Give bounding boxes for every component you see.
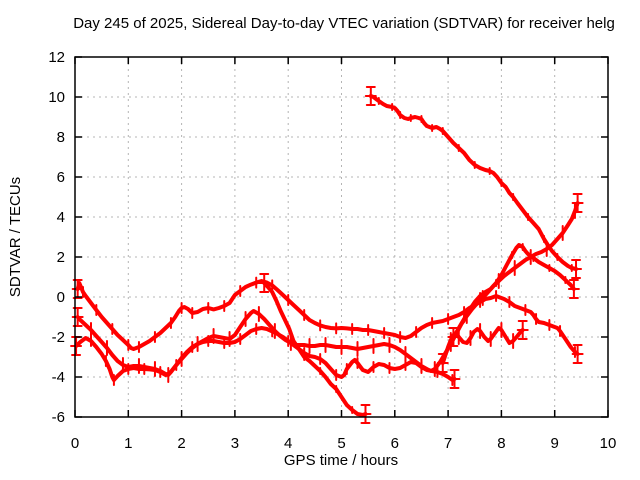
x-axis-label: GPS time / hours (284, 452, 398, 469)
y-tick-label: 12 (48, 49, 65, 66)
y-axis-label: SDTVAR / TECUs (7, 177, 24, 297)
x-tick-label: 4 (284, 435, 292, 452)
plot-frame (74, 56, 609, 418)
series-trace-6 (436, 320, 529, 373)
series-line (368, 94, 578, 271)
series-line (75, 279, 580, 356)
y-tick-label: -2 (52, 329, 65, 346)
series-error-bars (71, 276, 584, 364)
series-trace-5 (70, 323, 461, 389)
series-trace-3 (71, 193, 584, 383)
y-tick-label: 10 (48, 89, 65, 106)
x-tick-label: 6 (391, 435, 399, 452)
series-trace-1 (364, 86, 583, 279)
x-tick-label: 2 (177, 435, 185, 452)
y-tick-label: 6 (57, 169, 65, 186)
y-tick-label: -6 (52, 409, 65, 426)
series-line (262, 281, 368, 417)
y-tick-label: 8 (57, 129, 65, 146)
series-line (75, 201, 580, 377)
y-tick-label: -4 (52, 369, 65, 386)
series-line (451, 243, 576, 339)
series-error-bars (258, 273, 372, 424)
x-tick-label: 3 (231, 435, 239, 452)
x-tick-label: 10 (600, 435, 617, 452)
y-tick-label: 0 (57, 289, 65, 306)
series-trace-7 (258, 273, 372, 424)
series-trace-2 (71, 276, 584, 364)
series-error-bars (70, 323, 461, 389)
x-tick-label: 1 (124, 435, 132, 452)
grid (75, 57, 608, 417)
x-tick-label: 7 (444, 435, 452, 452)
series-line (74, 326, 457, 382)
series-curves (70, 86, 584, 424)
series-error-bars (436, 320, 529, 373)
x-tick-label: 8 (497, 435, 505, 452)
y-tick-label: 2 (57, 249, 65, 266)
y-tick-label: 4 (57, 209, 65, 226)
axis-ticks (74, 56, 609, 418)
x-tick-label: 0 (71, 435, 79, 452)
series-error-bars (364, 86, 583, 279)
x-tick-label: 5 (337, 435, 345, 452)
series-error-bars (71, 193, 584, 383)
x-tick-label: 9 (551, 435, 559, 452)
chart-title: Day 245 of 2025, Sidereal Day-to-day VTE… (73, 15, 615, 32)
